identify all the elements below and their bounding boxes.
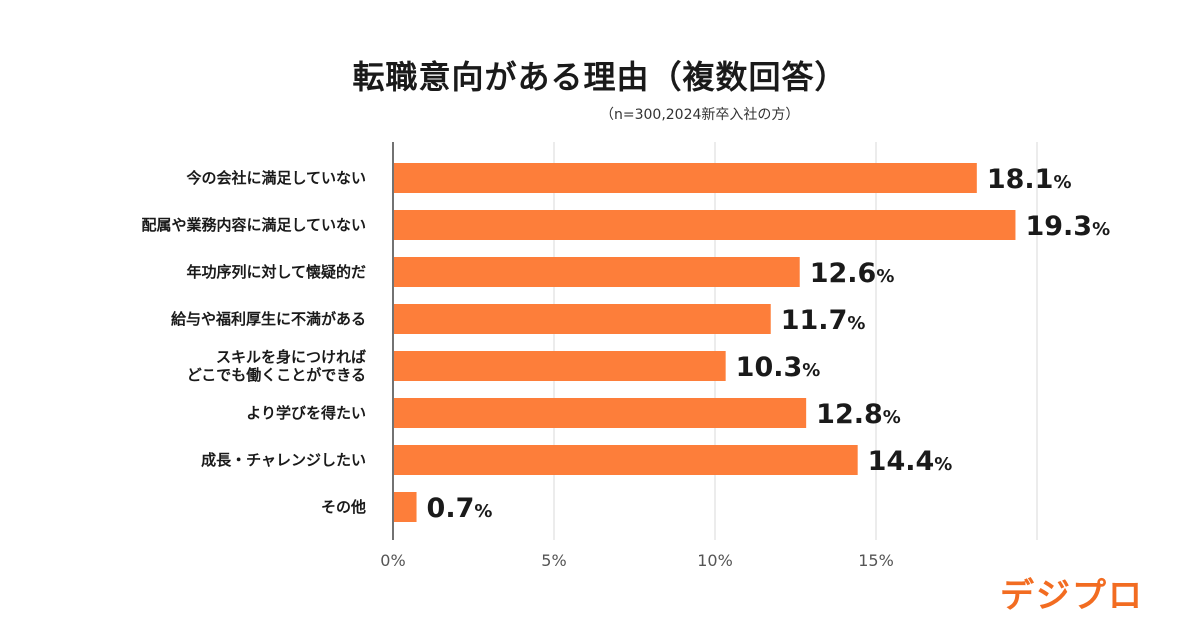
bar xyxy=(394,304,771,334)
value-label: 19.3% xyxy=(1025,211,1110,242)
chart-subtitle: （n=300,2024新卒入社の方） xyxy=(600,107,800,123)
value-label: 18.1% xyxy=(987,164,1072,195)
bar xyxy=(394,445,858,475)
bar xyxy=(394,492,417,522)
category-label: 成長・チャレンジしたい xyxy=(201,451,366,469)
bar xyxy=(394,163,977,193)
value-label: 14.4% xyxy=(868,446,953,477)
x-tick-label: 15% xyxy=(858,551,894,570)
category-label: 給与や福利厚生に不満がある xyxy=(171,310,366,328)
value-label: 10.3% xyxy=(736,352,821,383)
bar xyxy=(394,351,726,381)
x-tick-label: 0% xyxy=(380,551,405,570)
value-label: 11.7% xyxy=(781,305,866,336)
value-label: 12.8% xyxy=(816,399,901,430)
category-label: スキルを身につければどこでも働くことができる xyxy=(187,348,366,384)
category-label: その他 xyxy=(321,498,366,516)
category-label: 年功序列に対して懐疑的だ xyxy=(186,263,366,281)
value-label: 0.7% xyxy=(427,493,493,524)
category-label: より学びを得たい xyxy=(246,404,366,422)
chart-title: 転職意向がある理由（複数回答） xyxy=(352,58,848,96)
bar xyxy=(394,398,807,428)
bar xyxy=(394,257,800,287)
x-tick-label: 5% xyxy=(541,551,566,570)
value-label: 12.6% xyxy=(810,258,895,289)
x-tick-label: 10% xyxy=(697,551,733,570)
brand-logo: デジプロ xyxy=(1000,576,1144,616)
bar xyxy=(394,210,1016,240)
category-label: 配属や業務内容に満足していない xyxy=(141,216,366,234)
category-label: 今の会社に満足していない xyxy=(185,169,366,187)
